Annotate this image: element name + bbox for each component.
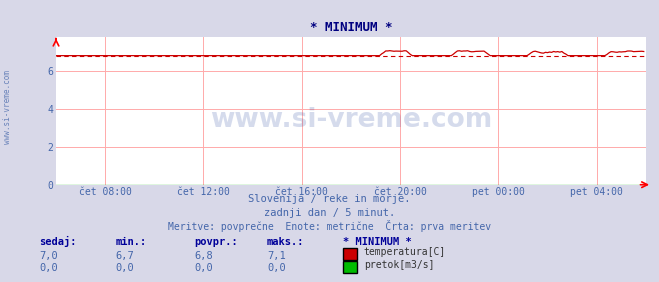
Text: pretok[m3/s]: pretok[m3/s] <box>364 260 434 270</box>
Title: * MINIMUM *: * MINIMUM * <box>310 21 392 34</box>
Text: www.si-vreme.com: www.si-vreme.com <box>3 70 13 144</box>
Text: sedaj:: sedaj: <box>40 236 77 247</box>
Text: www.si-vreme.com: www.si-vreme.com <box>210 107 492 133</box>
Text: 6,7: 6,7 <box>115 251 134 261</box>
Text: temperatura[C]: temperatura[C] <box>364 248 446 257</box>
Text: 0,0: 0,0 <box>40 263 58 273</box>
Text: 0,0: 0,0 <box>194 263 213 273</box>
Text: povpr.:: povpr.: <box>194 237 238 247</box>
Text: zadnji dan / 5 minut.: zadnji dan / 5 minut. <box>264 208 395 218</box>
Text: min.:: min.: <box>115 237 146 247</box>
Text: 6,8: 6,8 <box>194 251 213 261</box>
Text: maks.:: maks.: <box>267 237 304 247</box>
Text: Meritve: povprečne  Enote: metrične  Črta: prva meritev: Meritve: povprečne Enote: metrične Črta:… <box>168 220 491 232</box>
Text: 0,0: 0,0 <box>115 263 134 273</box>
Text: 7,0: 7,0 <box>40 251 58 261</box>
Text: 7,1: 7,1 <box>267 251 285 261</box>
Text: Slovenija / reke in morje.: Slovenija / reke in morje. <box>248 194 411 204</box>
Text: * MINIMUM *: * MINIMUM * <box>343 237 411 247</box>
Text: 0,0: 0,0 <box>267 263 285 273</box>
